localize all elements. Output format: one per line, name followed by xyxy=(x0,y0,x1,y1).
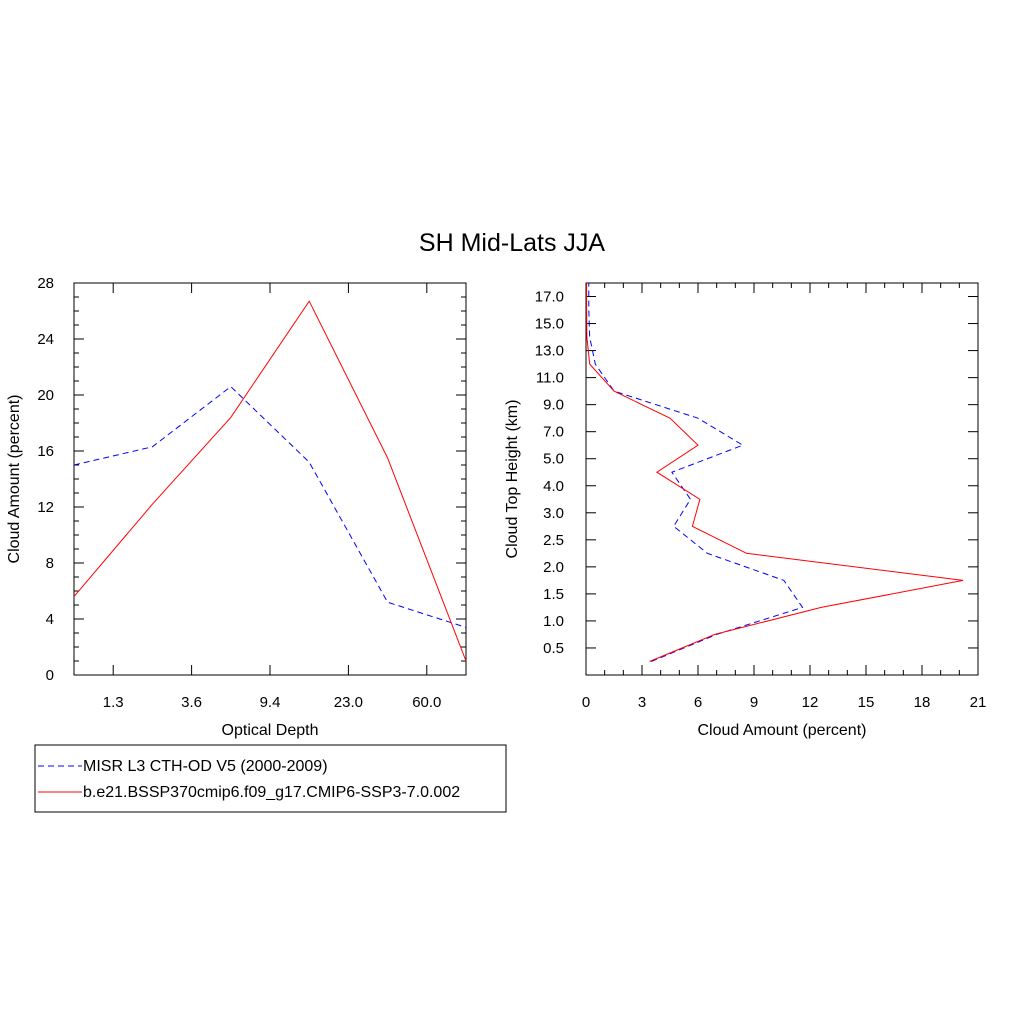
right-chart-panel: 0.5 1.0 1.5 2.0 2.5 3.0 4.0 5.0 7.0 9.0 11.0 13.0 15… xyxy=(504,282,987,739)
legend: MISR L3 CTH-OD V5 (2000-2009) b.e21.BSSP… xyxy=(34,744,507,813)
right-x-tick-label: 21 xyxy=(970,694,987,711)
left-plot-frame xyxy=(73,282,467,676)
right-y-tick-label: 15.0 xyxy=(535,316,564,333)
left-y-tick-label: 16 xyxy=(37,443,54,460)
right-x-axis-label: Cloud Amount (percent) xyxy=(698,722,867,739)
right-series-lines xyxy=(586,283,964,662)
right-y-tick-label: 1.5 xyxy=(543,586,564,603)
left-x-tick-label: 60.0 xyxy=(412,694,441,711)
left-y-tick-label: 20 xyxy=(37,387,54,404)
right-y-tick-label: 2.0 xyxy=(543,559,564,576)
right-x-tick-label: 15 xyxy=(858,694,875,711)
right-series-line-1 xyxy=(586,283,964,662)
right-x-tick-label: 6 xyxy=(694,694,702,711)
right-y-tick-label: 11.0 xyxy=(536,370,564,387)
right-series-line-0 xyxy=(588,283,804,662)
left-series-lines xyxy=(73,300,467,662)
left-x-axis-label: Optical Depth xyxy=(222,722,319,739)
left-x-tick-label: 1.3 xyxy=(103,694,124,711)
left-y-tick-label: 0 xyxy=(46,667,54,684)
left-y-tick-label: 12 xyxy=(37,499,54,516)
left-x-tick-label: 23.0 xyxy=(334,694,363,711)
left-y-tick-label: 24 xyxy=(37,331,54,348)
right-y-axis-label: Cloud Top Height (km) xyxy=(504,400,521,559)
right-y-tick-label: 5.0 xyxy=(543,451,564,468)
left-series-line-1 xyxy=(73,300,467,662)
right-y-tick-label: 9.0 xyxy=(543,397,564,414)
left-x-tick-label: 9.4 xyxy=(260,694,281,711)
legend-label-model: b.e21.BSSP370cmip6.f09_g17.CMIP6-SSP3-7.… xyxy=(83,784,460,801)
left-x-tick-label: 3.6 xyxy=(181,694,202,711)
right-y-tick-label: 1.0 xyxy=(543,613,564,630)
legend-label-misr: MISR L3 CTH-OD V5 (2000-2009) xyxy=(83,758,328,775)
left-y-tick-label: 8 xyxy=(46,555,54,572)
right-y-tick-label: 17.0 xyxy=(535,289,564,306)
right-y-tick-label: 7.0 xyxy=(543,424,564,441)
right-y-tick-label: 2.5 xyxy=(543,532,564,549)
right-y-tick-label: 4.0 xyxy=(543,478,564,495)
left-chart-panel: 1.3 3.6 9.4 23.0 60.0 0 4 8 12 16 20 24 28 Optical D… xyxy=(6,275,467,739)
left-y-tick-label: 28 xyxy=(37,275,54,292)
right-y-tick-label: 3.0 xyxy=(543,505,564,522)
right-ticks: 0.5 1.0 1.5 2.0 2.5 3.0 4.0 5.0 7.0 9.0 11.0 13.0 15… xyxy=(535,283,987,711)
left-y-axis-label: Cloud Amount (percent) xyxy=(6,395,23,564)
right-x-tick-label: 18 xyxy=(914,694,931,711)
right-x-tick-label: 0 xyxy=(582,694,590,711)
left-series-line-0 xyxy=(73,385,467,628)
right-y-tick-label: 0.5 xyxy=(543,640,564,657)
right-x-tick-label: 9 xyxy=(750,694,758,711)
legend-box xyxy=(34,744,507,813)
right-x-tick-label: 3 xyxy=(638,694,646,711)
right-y-tick-label: 13.0 xyxy=(535,343,564,360)
right-x-tick-label: 12 xyxy=(802,694,819,711)
left-y-tick-label: 4 xyxy=(46,611,54,628)
left-ticks: 1.3 3.6 9.4 23.0 60.0 0 4 8 12 16 20 24 28 xyxy=(37,275,466,711)
figure-title: SH Mid-Lats JJA xyxy=(419,229,605,257)
right-plot-frame xyxy=(585,282,979,676)
